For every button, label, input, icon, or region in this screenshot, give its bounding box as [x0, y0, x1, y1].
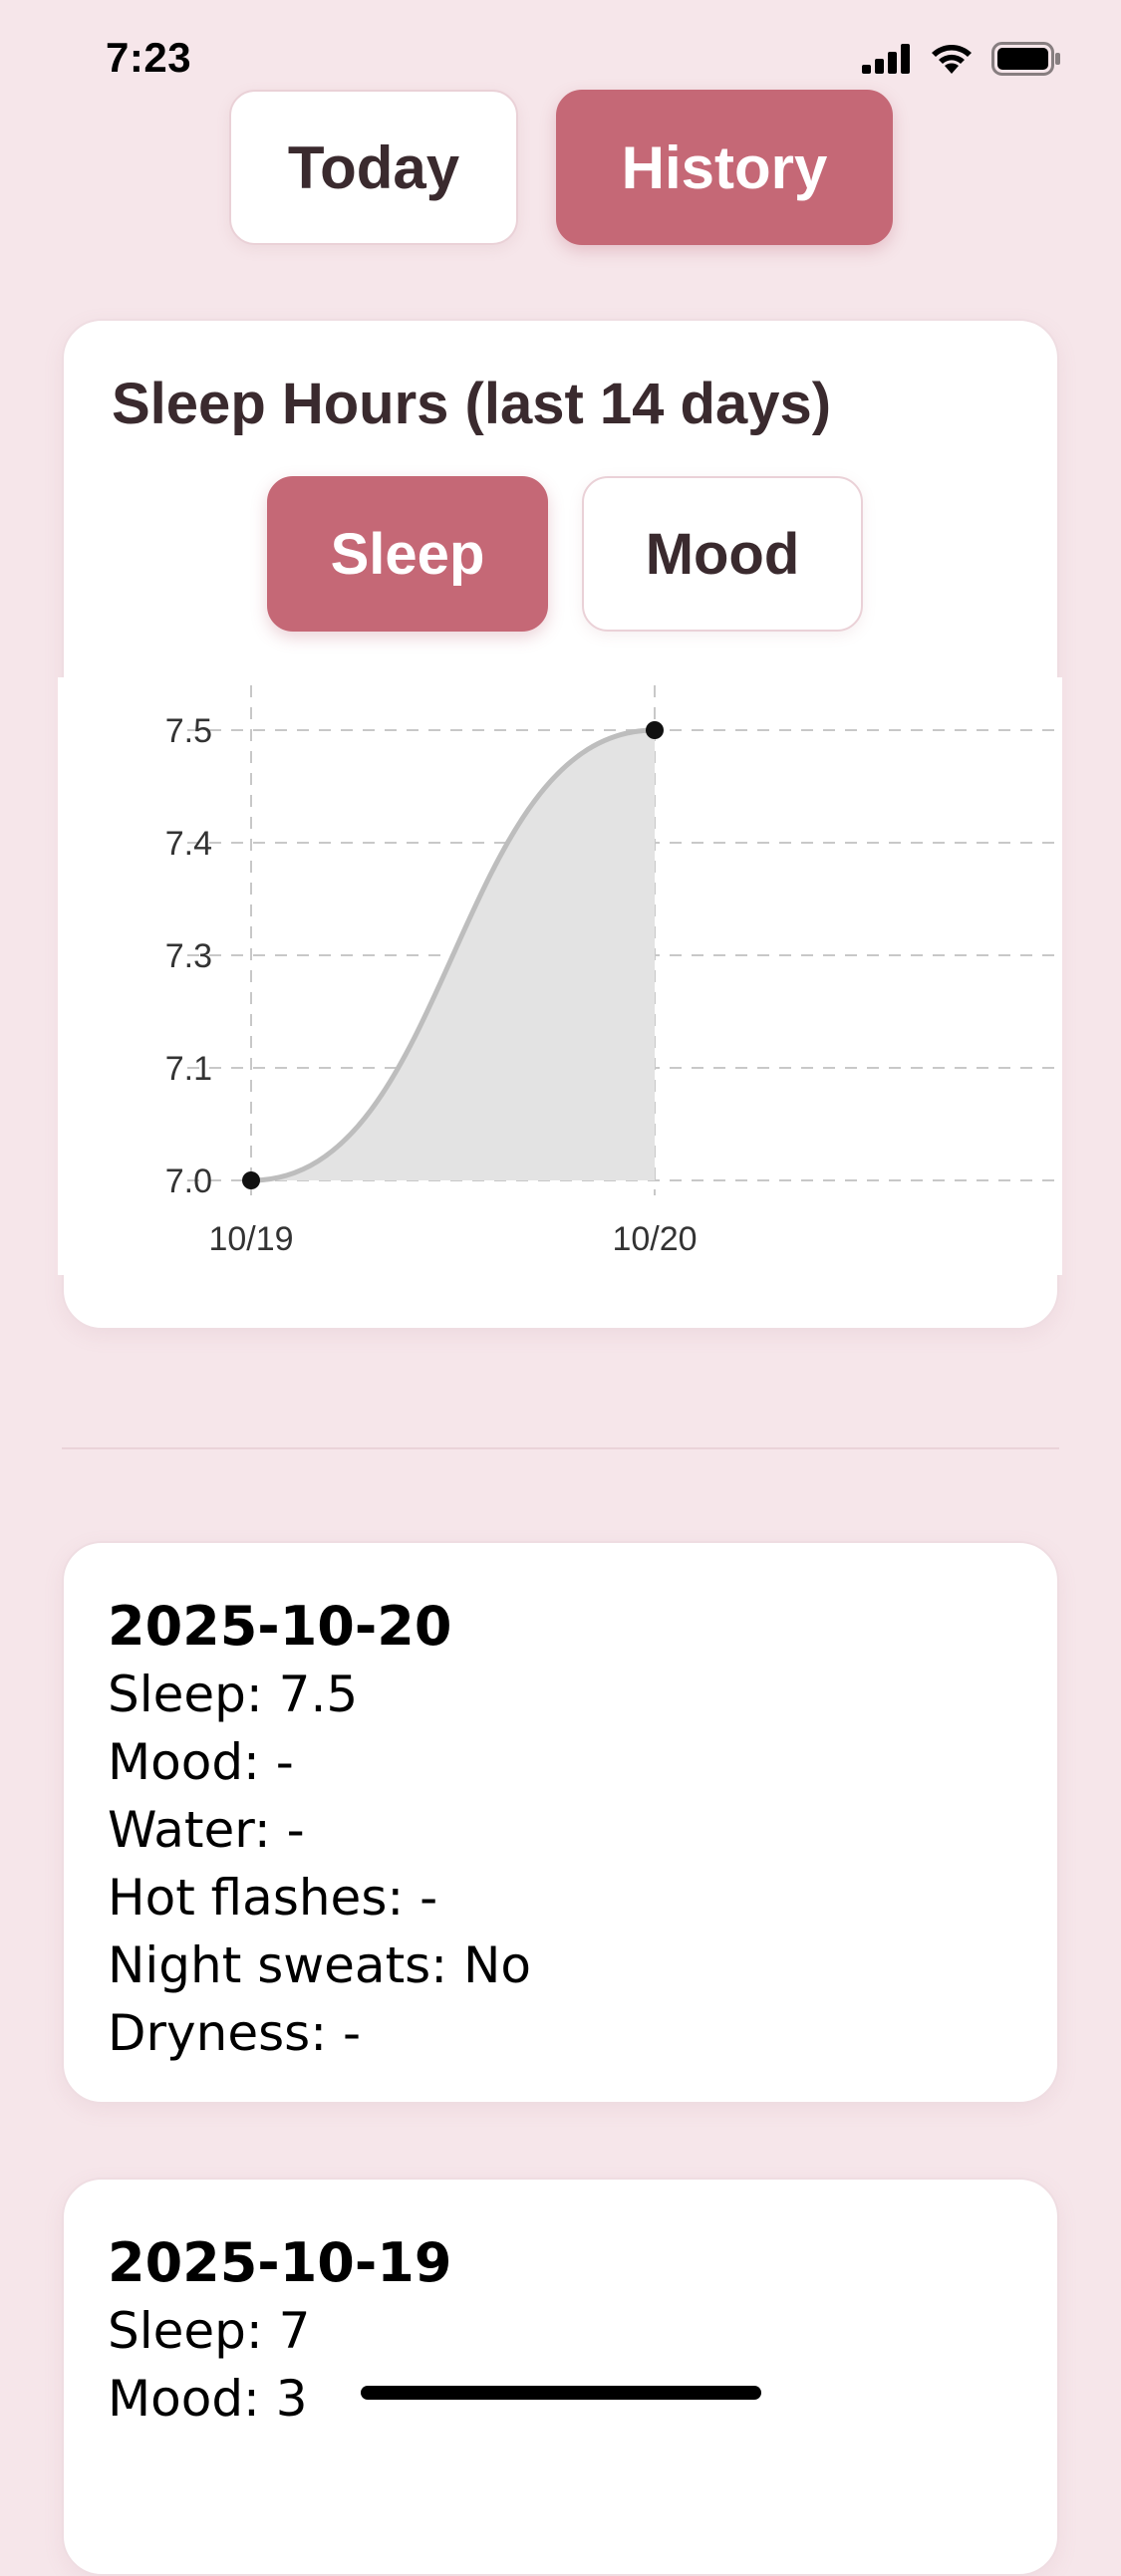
sleep-series-line — [250, 727, 656, 1183]
status-bar: 7:23 — [0, 0, 1121, 120]
entry-dryness: Dryness: - — [108, 2004, 361, 2062]
y-tick-label: 7.4 — [165, 825, 212, 863]
entry-water: Water: - — [108, 1801, 305, 1859]
today-tab-label: Today — [287, 133, 460, 201]
history-tab-button[interactable]: History — [556, 90, 893, 245]
history-entry-card[interactable]: 2025-10-19 Sleep: 7 Mood: 3 — [62, 2178, 1059, 2576]
entry-hot-flashes: Hot flashes: - — [108, 1869, 438, 1927]
chart-title: Sleep Hours (last 14 days) — [112, 372, 832, 436]
entry-content: 2025-10-19 Sleep: 7 Mood: 3 — [108, 2229, 451, 2433]
x-tick-label: 10/19 — [208, 1220, 293, 1258]
y-tick-label: 7.5 — [165, 712, 212, 750]
entry-sleep: Sleep: 7.5 — [108, 1666, 359, 1723]
entry-date: 2025-10-20 — [108, 1595, 452, 1658]
sleep-data-point — [646, 721, 664, 739]
mood-metric-button[interactable]: Mood — [582, 476, 863, 632]
x-tick-label: 10/20 — [612, 1220, 697, 1258]
status-icons — [862, 42, 1061, 76]
entry-sleep: Sleep: 7 — [108, 2302, 311, 2360]
sleep-chart-svg: 7.5 7.4 7.3 7.1 7.0 10/19 10/20 — [165, 685, 1062, 1258]
entry-night-sweats: Night sweats: No — [108, 1936, 531, 1994]
entry-date: 2025-10-19 — [108, 2231, 452, 2294]
home-indicator — [361, 2386, 761, 2400]
sleep-data-point — [242, 1171, 260, 1189]
sleep-chart: 7.5 7.4 7.3 7.1 7.0 10/19 10/20 — [58, 677, 1062, 1275]
sleep-metric-label: Sleep — [330, 521, 485, 587]
sleep-metric-button[interactable]: Sleep — [267, 476, 548, 632]
y-tick-label: 7.3 — [165, 937, 212, 975]
mood-metric-label: Mood — [645, 521, 800, 587]
entry-mood: Mood: - — [108, 1733, 294, 1791]
history-tab-label: History — [621, 133, 828, 201]
section-divider — [62, 1447, 1059, 1449]
y-tick-label: 7.1 — [165, 1050, 212, 1088]
entry-content: 2025-10-20 Sleep: 7.5 Mood: - Water: - H… — [108, 1593, 531, 2067]
cellular-signal-icon — [862, 44, 910, 74]
y-tick-label: 7.0 — [165, 1162, 212, 1200]
status-time: 7:23 — [106, 34, 192, 81]
entry-mood: Mood: 3 — [108, 2370, 308, 2428]
history-entry-card[interactable]: 2025-10-20 Sleep: 7.5 Mood: - Water: - H… — [62, 1541, 1059, 2104]
wifi-icon — [932, 45, 972, 74]
battery-icon — [991, 42, 1060, 76]
today-tab-button[interactable]: Today — [229, 90, 518, 245]
